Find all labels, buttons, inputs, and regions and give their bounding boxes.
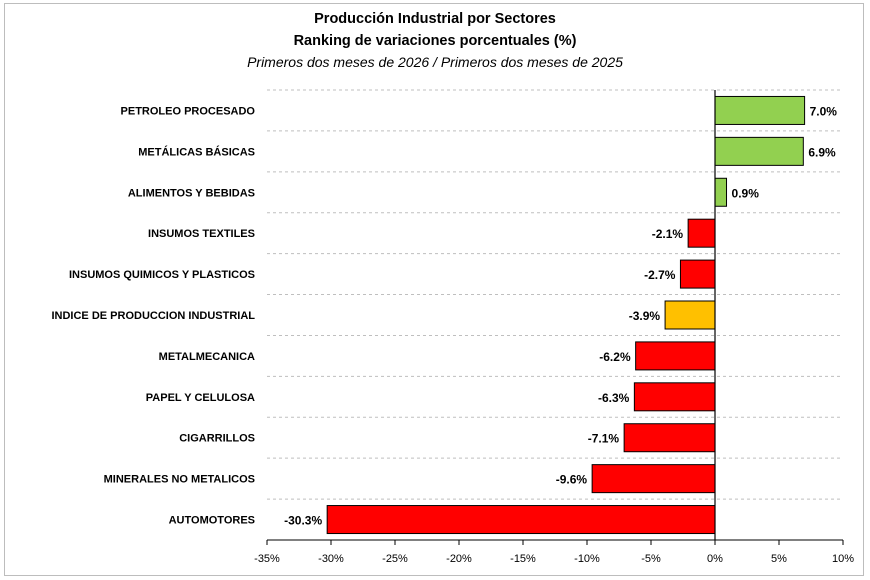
data-label: 0.9% bbox=[732, 186, 760, 200]
bar bbox=[714, 136, 804, 166]
data-label: -6.3% bbox=[598, 391, 630, 405]
bar bbox=[635, 341, 716, 371]
data-label: -3.9% bbox=[629, 309, 661, 323]
x-tick-label: -30% bbox=[318, 553, 344, 565]
category-label: CIGARRILLOS bbox=[179, 433, 255, 445]
chart-subtitle: Primeros dos meses de 2026 / Primeros do… bbox=[247, 54, 623, 70]
bar bbox=[326, 505, 716, 535]
category-label: MINERALES NO METALICOS bbox=[104, 474, 255, 486]
category-label: AUTOMOTORES bbox=[169, 515, 255, 527]
x-tick-label: -15% bbox=[510, 553, 536, 565]
category-label: INSUMOS QUIMICOS Y PLASTICOS bbox=[69, 269, 255, 281]
bar bbox=[623, 423, 716, 453]
category-label: METALMECANICA bbox=[159, 351, 255, 363]
bar bbox=[679, 259, 716, 289]
category-label: PETROLEO PROCESADO bbox=[121, 105, 256, 117]
chart-title-block: Producción Industrial por Sectores Ranki… bbox=[0, 8, 870, 72]
category-label: METÁLICAS BÁSICAS bbox=[138, 145, 255, 158]
data-label: -2.1% bbox=[652, 227, 684, 241]
bar bbox=[687, 218, 716, 248]
bar bbox=[714, 177, 728, 207]
category-label: INSUMOS TEXTILES bbox=[148, 228, 255, 240]
bar bbox=[591, 464, 716, 494]
category-label: INDICE DE PRODUCCION INDUSTRIAL bbox=[51, 310, 255, 322]
x-tick-label: -25% bbox=[382, 553, 408, 565]
x-tick-label: 10% bbox=[832, 553, 854, 565]
data-label: -7.1% bbox=[588, 432, 620, 446]
data-label: -6.2% bbox=[599, 350, 631, 364]
x-tick-label: 0% bbox=[707, 553, 723, 565]
category-label: PAPEL Y CELULOSA bbox=[146, 392, 255, 404]
category-label: ALIMENTOS Y BEBIDAS bbox=[128, 187, 255, 199]
x-tick-label: -5% bbox=[641, 553, 661, 565]
data-label: -30.3% bbox=[284, 514, 322, 528]
data-label: -2.7% bbox=[644, 268, 676, 282]
bar bbox=[664, 300, 716, 330]
x-tick-label: 5% bbox=[771, 553, 787, 565]
x-tick-label: -35% bbox=[254, 553, 280, 565]
chart-title-line2: Ranking de variaciones porcentuales (%) bbox=[293, 33, 577, 49]
data-label: 6.9% bbox=[808, 145, 836, 159]
data-label: 7.0% bbox=[810, 104, 838, 118]
x-tick-label: -20% bbox=[446, 553, 472, 565]
x-tick-label: -10% bbox=[574, 553, 600, 565]
data-label: -9.6% bbox=[556, 473, 588, 487]
bar bbox=[633, 382, 716, 412]
chart-title: Producción Industrial por Sectores bbox=[314, 11, 556, 27]
bar bbox=[714, 95, 806, 125]
